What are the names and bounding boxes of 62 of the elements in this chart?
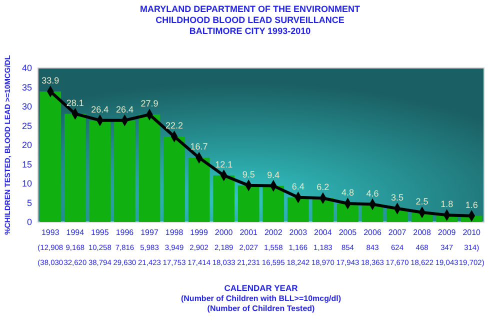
y-tick-label: 25 [22,120,32,131]
y-tick-label: 30 [22,102,32,112]
bar [89,120,111,222]
bar [337,204,358,222]
x-tick-label: 2007 [388,228,407,237]
chart-subtitle: CHILDHOOD BLOOD LEAD SURVEILLANCE BALTIMORE CITY 1993-2010 [156,15,344,36]
text: CALENDAR YEAR [224,283,298,293]
bar [238,185,260,222]
bar [40,91,62,222]
data-label: 33.9 [42,75,60,86]
data-label: 6.4 [292,181,304,192]
data-label: 4.8 [341,188,354,198]
data-label: 28.1 [66,98,84,108]
data-label: 3.5 [391,192,404,203]
data-label: 4.6 [366,188,379,198]
text: (Number of Children with BLL>=10mcg/dl) [180,294,342,303]
x-tick-label: 1994 [66,228,85,237]
chart-title: MARYLAND DEPARTMENT OF THE ENVIRONMENT [140,4,360,14]
bar [64,114,86,222]
x-tick-label: 1998 [165,228,184,237]
bar [138,114,160,222]
bar [213,175,234,222]
x-tick-label: 2006 [364,228,382,237]
data-label: 26.4 [116,104,134,114]
bar [114,120,136,222]
x-tick-label: 2001 [240,228,258,237]
data-label: 6.2 [316,182,330,192]
x-tick-label: 2008 [413,228,432,237]
data-label: 9.5 [242,169,255,180]
x-tick-label: 2004 [314,228,332,237]
data-label: 1.6 [465,200,478,210]
data-label: 1.8 [440,199,454,210]
x-tick-label: 1999 [190,228,209,237]
text: (Number of Children Tested) [207,304,316,313]
x-tick-label: 1993 [41,228,60,237]
x-tick-label: 2002 [264,228,283,237]
data-label: 22.2 [166,120,184,131]
x-tick-label: 2009 [438,228,456,237]
y-tick-label: 40 [22,63,32,74]
bar [164,136,185,222]
data-label: 16.7 [190,142,208,152]
bar [288,197,309,222]
data-label: 2.5 [416,196,428,206]
x-tick-label: 2000 [214,228,234,237]
x-tick-label: 2003 [289,228,308,237]
y-tick-label: 5 [26,198,32,208]
x-tick-label: 2010 [462,228,482,237]
y-tick-label: 10 [22,178,32,189]
data-label: 12.1 [215,159,233,170]
y-tick-label: 0 [26,217,32,228]
data-label: 26.4 [91,104,109,114]
y-tick-label: 35 [22,82,32,92]
data-label: 9.4 [267,170,280,180]
bar [262,186,284,222]
y-tick-label: 15 [22,159,32,170]
x-tick-label: 1995 [91,228,110,237]
x-tick-label: 1997 [140,228,159,237]
data-label: 27.9 [140,98,158,109]
x-tick-label: 2005 [338,228,358,237]
x-tick-label: 1996 [116,228,134,237]
y-tick-label: 20 [22,140,32,150]
bar [188,158,210,222]
